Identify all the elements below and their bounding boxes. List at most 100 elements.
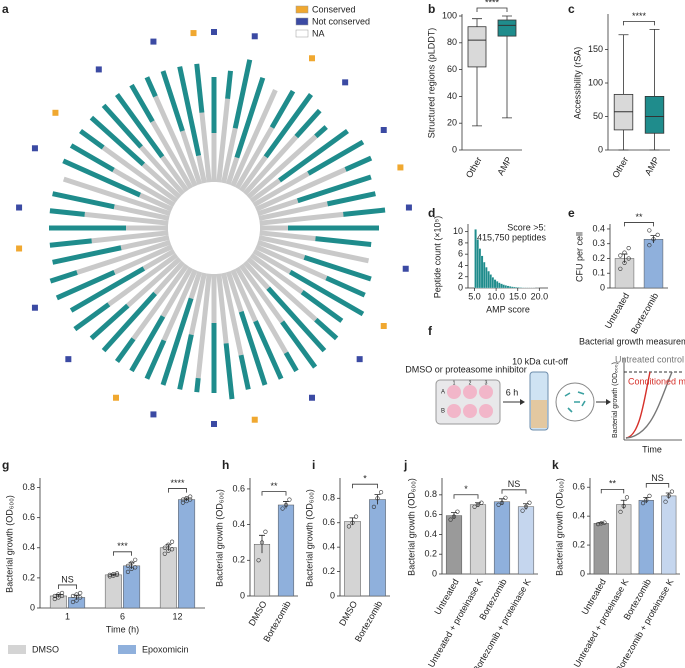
base-spoke: [76, 239, 172, 275]
x-tick-label: Other: [610, 155, 630, 179]
y-tick-label: 100: [588, 77, 603, 87]
data-point: [618, 509, 623, 514]
data-point: [371, 504, 377, 509]
status-marker: [113, 394, 119, 401]
base-spoke: [234, 126, 275, 190]
base-spoke: [84, 211, 169, 226]
data-point: [626, 246, 631, 251]
status-marker: [356, 356, 363, 363]
status-marker: [369, 340, 376, 347]
panel-letter: a: [2, 2, 9, 16]
base-spoke: [188, 270, 203, 300]
data-point: [618, 253, 623, 258]
status-marker: [95, 66, 102, 73]
y-tick-label: 0.3: [592, 238, 605, 248]
data-point: [475, 502, 481, 507]
amp-spoke: [73, 302, 111, 332]
y-tick-label: 0.4: [592, 223, 605, 233]
base-spoke: [242, 134, 299, 196]
data-point: [180, 500, 186, 505]
amp-spoke: [232, 59, 253, 129]
amp-spoke: [101, 103, 143, 149]
amp-spoke: [325, 275, 366, 298]
base-spoke: [259, 230, 316, 242]
x-tick-label: 1: [65, 611, 70, 621]
well: [463, 404, 477, 418]
status-marker: [95, 383, 102, 390]
histogram-bar: [476, 239, 479, 289]
data-point: [70, 593, 76, 599]
panel-letter: f: [428, 324, 433, 338]
base-spoke: [246, 134, 318, 200]
y-tick-label: 50: [593, 111, 603, 121]
significance-bracket: [113, 551, 132, 556]
base-spoke: [255, 244, 328, 281]
bar: [517, 506, 535, 575]
base-spoke: [242, 260, 271, 290]
data-point: [133, 565, 138, 570]
amp-spoke: [160, 297, 194, 386]
data-point: [166, 548, 171, 553]
well: [463, 385, 477, 399]
data-point: [602, 520, 607, 525]
histogram-bar: [519, 287, 523, 289]
status-marker: [150, 411, 157, 418]
amp-spoke: [280, 320, 318, 369]
base-spoke: [239, 155, 268, 193]
status-marker: [356, 93, 363, 100]
significance-label: **: [635, 212, 643, 222]
y-tick-label: 8: [458, 237, 463, 247]
amp-spoke: [296, 174, 372, 204]
base-spoke: [113, 244, 173, 275]
x-tick-label: 20.0: [531, 291, 549, 301]
y-tick-label: 0.6: [424, 509, 437, 519]
annotation: Score >5:: [507, 222, 546, 232]
data-point: [640, 501, 646, 506]
y-tick-label: 6: [458, 249, 463, 259]
histogram-bar: [487, 270, 490, 289]
error-bar: [283, 501, 289, 509]
status-marker: [79, 79, 86, 86]
data-point: [52, 596, 57, 602]
base-spoke: [258, 201, 328, 221]
status-marker: [309, 55, 315, 62]
base-spoke: [112, 167, 176, 208]
amp-spoke: [114, 337, 136, 363]
significance-label: **: [270, 481, 278, 491]
data-point: [188, 494, 193, 499]
base-spoke: [249, 253, 304, 295]
status-marker: [402, 184, 409, 191]
status-marker: [309, 394, 315, 401]
status-marker: [113, 55, 119, 62]
x-axis-label: Time (h): [106, 624, 139, 634]
status-marker: [52, 109, 59, 116]
status-marker: [170, 33, 177, 40]
panel-letter: c: [568, 2, 575, 16]
amp-spoke: [225, 70, 234, 99]
amp-spoke: [129, 83, 155, 123]
data-point: [378, 490, 384, 495]
whisker: [618, 34, 629, 151]
status-marker: [342, 79, 349, 86]
panel-letter: b: [428, 2, 435, 16]
base-spoke: [216, 273, 229, 344]
status-marker: [251, 416, 258, 423]
annotation: 415,750 peptides: [477, 232, 547, 242]
data-point: [59, 590, 65, 596]
data-point: [125, 569, 131, 574]
status-marker: [342, 370, 349, 377]
data-point: [353, 514, 359, 519]
y-tick-label: 0.6: [572, 482, 585, 492]
base-spoke: [62, 176, 172, 217]
data-point: [622, 260, 627, 266]
y-tick-label: 100: [442, 10, 457, 20]
data-point: [644, 498, 649, 503]
x-tick-label: Other: [464, 155, 484, 179]
base-spoke: [221, 127, 238, 184]
y-tick-label: 0.2: [22, 572, 35, 582]
y-tick-label: 20: [447, 118, 457, 128]
legend-swatch: [118, 645, 136, 654]
y-tick-label: 0.6: [322, 517, 335, 527]
x-tick-label: AMP: [495, 155, 513, 177]
